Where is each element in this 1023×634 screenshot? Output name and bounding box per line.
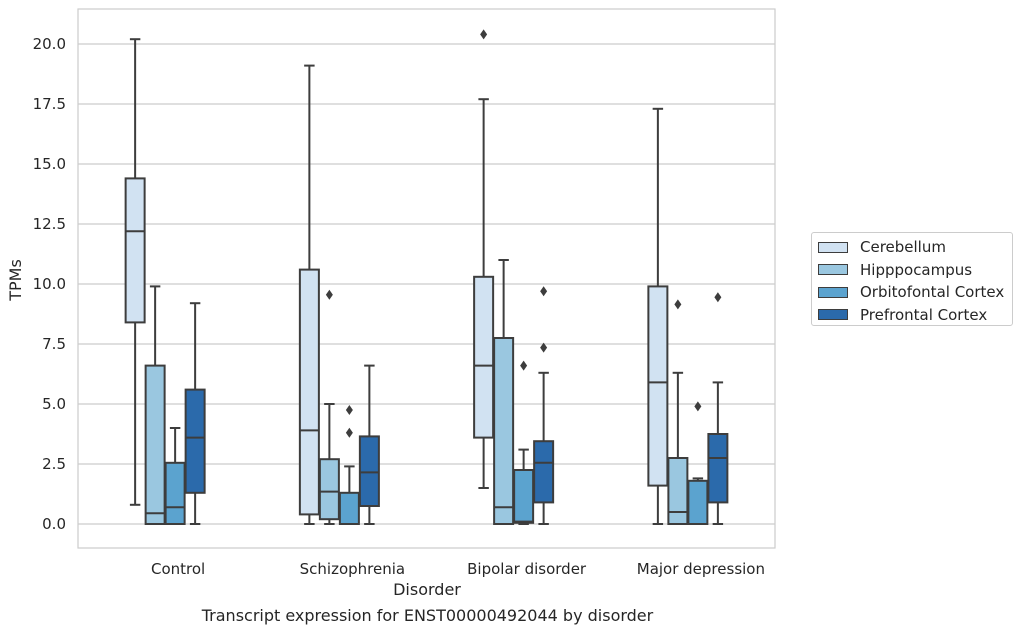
box-3-0: [647, 107, 669, 525]
legend-swatch-prefrontal: [818, 309, 848, 321]
box-rect: [647, 285, 669, 487]
outlier-point: [694, 401, 702, 412]
x-tick-label: Control: [151, 560, 205, 578]
box-rect: [493, 337, 515, 525]
legend-swatch-hippocampus: [818, 264, 848, 276]
legend-swatch-orbitofrontal: [818, 286, 848, 298]
legend-item-orbitofrontal: Orbitofontal Cortex: [818, 281, 1012, 304]
legend: Cerebellum Hipppocampus Orbitofontal Cor…: [811, 232, 1013, 326]
box-0-3: [184, 302, 206, 525]
outlier-point: [345, 405, 353, 415]
box-rect: [533, 440, 555, 504]
box-rect: [338, 491, 360, 525]
box-rect: [298, 268, 320, 516]
box-rect: [124, 177, 146, 324]
box-2-1: [493, 259, 515, 525]
legend-item-hippocampus: Hipppocampus: [818, 259, 1012, 282]
legend-label-orbitofrontal: Orbitofontal Cortex: [860, 283, 1005, 302]
box-0-1: [144, 285, 166, 525]
legend-label-hippocampus: Hipppocampus: [860, 260, 973, 279]
box-2-0: [473, 29, 495, 489]
y-tick-labels: 0.0 2.5 5.0 7.5 10.0 12.5 15.0 17.5 20.0: [33, 35, 66, 533]
box-1-1: [318, 289, 340, 525]
outlier-point: [540, 342, 548, 353]
box-rect: [184, 388, 206, 494]
box-rect: [164, 461, 186, 525]
outlier-point: [345, 427, 353, 438]
y-tick-label: 15.0: [33, 155, 66, 173]
y-tick-label: 17.5: [33, 95, 66, 113]
legend-label-cerebellum: Cerebellum: [860, 238, 946, 257]
legend-label-prefrontal: Prefrontal Cortex: [860, 305, 988, 324]
y-tick-label: 7.5: [42, 335, 66, 353]
box-rect: [667, 457, 689, 525]
y-axis-label: TPMs: [6, 259, 25, 302]
y-tick-label: 5.0: [42, 395, 66, 413]
outlier-point: [714, 292, 722, 303]
y-tick-label: 0.0: [42, 515, 66, 533]
x-axis-label: Disorder: [393, 580, 461, 599]
outlier-point: [325, 289, 333, 300]
box-rect: [513, 469, 535, 524]
box-rect: [473, 275, 495, 439]
x-tick-label: Major depression: [637, 560, 765, 578]
outlier-point: [520, 360, 528, 371]
box-rect: [144, 364, 166, 525]
box-rect: [707, 433, 729, 504]
box-0-0: [124, 38, 146, 506]
y-tick-label: 12.5: [33, 215, 66, 233]
legend-item-prefrontal: Prefrontal Cortex: [818, 304, 1012, 327]
legend-item-cerebellum: Cerebellum: [818, 236, 1012, 259]
x-tick-labels: Control Schizophrenia Bipolar disorder Majo…: [151, 560, 765, 578]
box-2-3: [533, 286, 555, 525]
outlier-point: [480, 29, 488, 40]
legend-swatch-cerebellum: [818, 241, 848, 253]
box-rect: [318, 458, 340, 521]
outlier-point: [540, 286, 548, 297]
box-1-2: [338, 405, 360, 525]
box-rect: [358, 435, 380, 507]
boxes: [124, 29, 729, 525]
chart-caption: Transcript expression for ENST0000049204…: [201, 606, 654, 625]
box-1-3: [358, 364, 380, 525]
y-tick-label: 2.5: [42, 455, 66, 473]
x-tick-label: Schizophrenia: [300, 560, 405, 578]
y-tick-label: 20.0: [33, 35, 66, 53]
outlier-point: [674, 299, 682, 310]
box-3-1: [667, 299, 689, 525]
box-rect: [687, 479, 709, 525]
box-0-2: [164, 427, 186, 525]
box-3-3: [707, 292, 729, 525]
box-1-0: [298, 64, 320, 525]
x-tick-label: Bipolar disorder: [467, 560, 587, 578]
y-tick-label: 10.0: [33, 275, 66, 293]
